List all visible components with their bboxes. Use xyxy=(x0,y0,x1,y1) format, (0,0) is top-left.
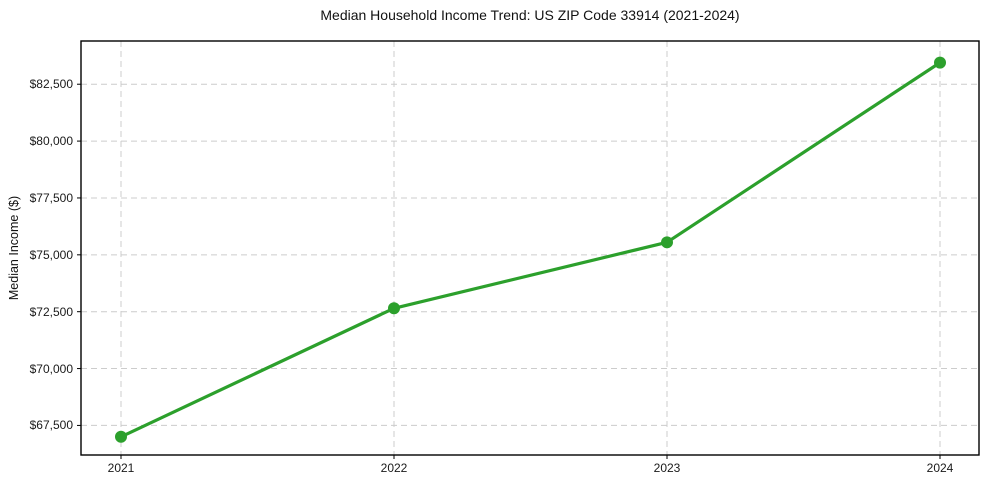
data-point-2021 xyxy=(115,430,127,443)
y-tick-label: $67,500 xyxy=(29,418,73,433)
y-tick-label: $77,500 xyxy=(29,190,73,205)
income-trend-line xyxy=(119,61,942,439)
y-tick-label: $75,000 xyxy=(29,247,73,262)
y-tick-label: $72,500 xyxy=(29,304,73,319)
y-tick-label: $70,000 xyxy=(29,361,73,376)
data-point-2022 xyxy=(388,302,400,315)
x-tick-label: 2021 xyxy=(107,461,135,475)
y-axis-label: Median Income ($) xyxy=(7,195,21,301)
x-tick-label: 2023 xyxy=(653,461,681,475)
x-tick-label: 2022 xyxy=(380,461,408,475)
chart-title: Median Household Income Trend: US ZIP Co… xyxy=(320,7,740,23)
plot-area xyxy=(77,40,980,459)
plot-border xyxy=(80,40,980,456)
data-point-2024 xyxy=(934,56,946,69)
x-tick-label: 2024 xyxy=(926,461,954,475)
y-tick-label: $80,000 xyxy=(29,134,73,149)
y-tick-label: $82,500 xyxy=(29,77,73,92)
data-point-2023 xyxy=(661,236,673,249)
